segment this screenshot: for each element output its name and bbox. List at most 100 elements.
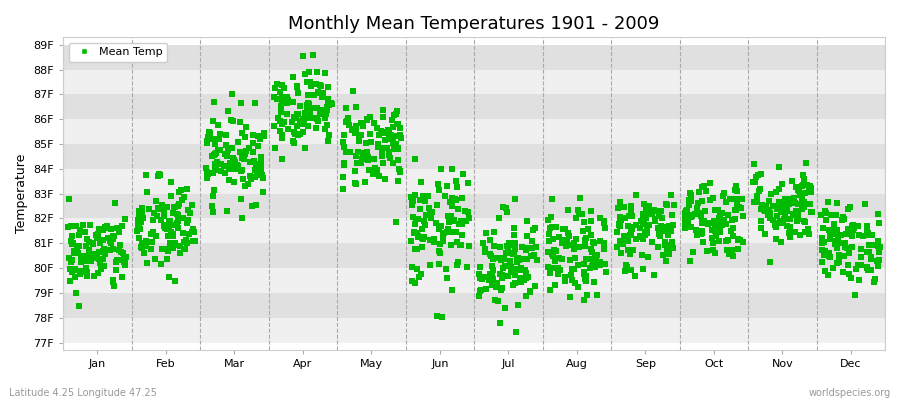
Point [695, 229, 709, 236]
Point [854, 261, 868, 268]
Point [505, 268, 519, 275]
Point [579, 272, 593, 279]
Point [871, 249, 886, 256]
Point [635, 236, 650, 242]
Point [832, 253, 846, 259]
Point [683, 189, 698, 196]
Point [375, 144, 390, 151]
Point [688, 211, 703, 217]
Point [234, 196, 248, 202]
Point [652, 225, 666, 232]
Point [107, 283, 122, 290]
Point [577, 268, 591, 275]
Point [577, 296, 591, 303]
Point [96, 227, 111, 234]
Point [653, 225, 668, 231]
Point [543, 225, 557, 232]
Point [654, 228, 669, 234]
Point [358, 140, 373, 146]
Point [545, 250, 560, 257]
Point [494, 255, 508, 262]
Point [588, 252, 602, 258]
Point [166, 245, 181, 252]
Point [610, 244, 625, 250]
Point [753, 205, 768, 212]
Point [708, 219, 723, 226]
Point [271, 115, 285, 122]
Point [273, 128, 287, 134]
Point [366, 171, 381, 177]
Point [304, 91, 319, 98]
Point [567, 246, 581, 252]
Point [200, 168, 214, 175]
Point [578, 243, 592, 250]
Point [503, 263, 517, 270]
Point [832, 240, 847, 246]
Point [695, 184, 709, 190]
Point [703, 197, 717, 204]
Point [371, 143, 385, 150]
Point [661, 231, 675, 238]
Point [613, 238, 627, 244]
Point [454, 242, 469, 248]
Point [558, 276, 572, 282]
Point [758, 202, 772, 209]
Point [338, 144, 352, 150]
Point [389, 111, 403, 118]
Point [795, 206, 809, 212]
Point [779, 206, 794, 212]
Point [410, 246, 425, 253]
Point [693, 231, 707, 238]
Point [147, 210, 161, 216]
Point [64, 223, 78, 229]
Point [300, 106, 314, 112]
Point [275, 134, 290, 141]
Point [152, 206, 166, 212]
Point [98, 251, 112, 257]
Point [641, 204, 655, 210]
Point [411, 233, 426, 239]
Point [170, 220, 184, 226]
Point [597, 246, 611, 252]
Point [418, 222, 432, 228]
Point [546, 247, 561, 254]
Point [567, 255, 581, 262]
Point [484, 282, 499, 288]
Point [778, 196, 792, 203]
Point [251, 132, 266, 139]
Point [825, 265, 840, 271]
Point [514, 267, 528, 273]
Point [838, 244, 852, 250]
Point [559, 238, 573, 244]
Point [115, 274, 130, 281]
Point [284, 119, 299, 126]
Point [797, 176, 812, 182]
Point [700, 221, 715, 228]
Point [114, 249, 129, 256]
Point [509, 266, 524, 273]
Point [827, 240, 842, 247]
Point [228, 159, 242, 165]
Point [618, 215, 633, 221]
Point [490, 255, 504, 262]
Point [762, 215, 777, 222]
Point [267, 122, 282, 129]
Point [177, 246, 192, 252]
Point [860, 248, 875, 255]
Point [586, 238, 600, 245]
Point [541, 238, 555, 244]
Point [354, 120, 368, 126]
Point [200, 140, 214, 146]
Point [797, 190, 812, 197]
Point [76, 222, 90, 228]
Point [541, 248, 555, 255]
Point [507, 250, 521, 256]
Point [585, 263, 599, 269]
Point [235, 130, 249, 136]
Point [870, 263, 885, 269]
Point [245, 203, 259, 210]
Point [661, 229, 675, 235]
Point [219, 142, 233, 148]
Point [274, 100, 289, 106]
Point [370, 167, 384, 174]
